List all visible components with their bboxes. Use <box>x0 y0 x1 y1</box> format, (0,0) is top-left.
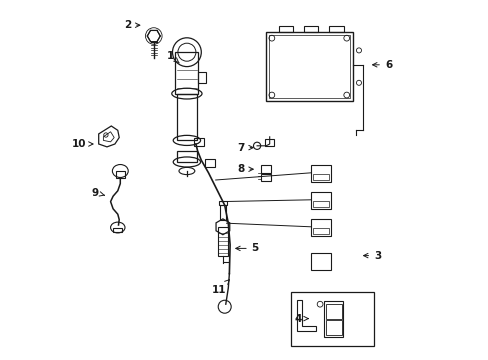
Bar <box>177 94 197 140</box>
Bar <box>291 292 373 346</box>
Bar <box>265 139 274 146</box>
Text: 11: 11 <box>212 280 229 295</box>
Bar <box>310 165 330 182</box>
Text: 1: 1 <box>167 51 179 63</box>
Text: 10: 10 <box>72 139 93 149</box>
Bar <box>194 138 204 146</box>
Bar <box>116 171 124 178</box>
Bar <box>198 72 206 83</box>
Bar <box>310 219 330 236</box>
Bar <box>278 26 292 32</box>
Bar <box>325 320 341 335</box>
Bar <box>265 32 352 101</box>
Text: 5: 5 <box>235 243 258 253</box>
Bar <box>260 165 270 173</box>
Bar <box>312 201 328 207</box>
Bar <box>303 26 318 32</box>
Bar <box>268 35 349 98</box>
Bar <box>310 253 330 270</box>
Bar <box>220 205 225 220</box>
Bar <box>204 159 215 167</box>
Text: 4: 4 <box>294 314 307 324</box>
Bar <box>323 301 343 337</box>
Text: 6: 6 <box>372 60 391 70</box>
Text: 7: 7 <box>237 143 253 153</box>
Text: 3: 3 <box>363 251 381 261</box>
Text: 8: 8 <box>237 164 253 174</box>
Bar <box>325 304 341 319</box>
Text: 2: 2 <box>123 20 140 30</box>
Bar <box>218 227 227 256</box>
Bar <box>328 26 343 32</box>
Bar <box>312 228 328 234</box>
Bar <box>177 151 197 162</box>
Bar <box>260 174 270 181</box>
Text: 9: 9 <box>91 188 104 198</box>
Bar <box>310 192 330 209</box>
Bar <box>113 228 122 232</box>
Bar <box>219 201 226 205</box>
Bar <box>312 174 328 180</box>
Bar <box>175 52 198 94</box>
